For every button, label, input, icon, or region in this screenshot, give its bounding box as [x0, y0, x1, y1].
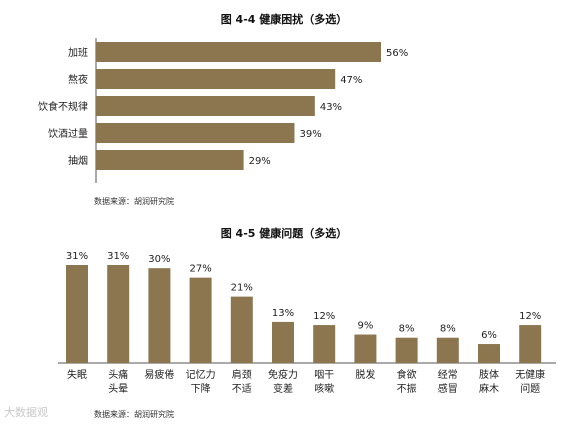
- chart2-category-label-3: 记忆力下降: [186, 368, 216, 395]
- chart2-category-label-10: 肢体麻木: [479, 368, 499, 395]
- chart2-value-label-11: 12%: [519, 311, 541, 322]
- chart2-category-label-4: 肩颈不适: [232, 368, 252, 395]
- watermark-logo: 大数据观: [4, 404, 48, 420]
- chart2-category-label-11: 无健康问题: [515, 368, 545, 395]
- chart2-value-label-10: 6%: [481, 330, 497, 341]
- chart2-category-label-9: 经常感冒: [438, 368, 458, 395]
- chart1-bar-3: [96, 123, 295, 143]
- chart2-bar-5: [272, 321, 294, 363]
- chart2-category-label-7: 脱发: [355, 368, 375, 381]
- chart2-source: 数据来源：胡润研究院: [94, 410, 174, 419]
- chart2-bar-0: [66, 265, 88, 363]
- chart2-value-label-9: 8%: [440, 324, 456, 335]
- chart1-category-label-2: 饮食不规律: [38, 100, 88, 113]
- chart1-category-label-1: 熬夜: [68, 73, 88, 86]
- chart2-bar-3: [189, 277, 212, 363]
- chart2-value-label-5: 13%: [272, 308, 294, 319]
- chart2-value-label-0: 31%: [66, 251, 88, 262]
- chart1-category-label-0: 加班: [68, 47, 88, 59]
- chart2-bar-4: [230, 296, 253, 363]
- chart1-bar-2: [96, 96, 315, 116]
- chart2-category-label-2: 易疲倦: [144, 368, 174, 381]
- chart2-value-label-7: 9%: [357, 321, 373, 332]
- chart1-value-label-3: 39%: [299, 129, 321, 140]
- watermark-text: 大数据观: [4, 406, 48, 419]
- chart1-title: 图 4-4 健康困扰（多选）: [220, 13, 348, 26]
- chart1-value-label-0: 56%: [386, 48, 408, 59]
- chart2-bar-10: [478, 344, 500, 363]
- chart1-value-label-4: 29%: [249, 156, 271, 167]
- chart2-value-label-8: 8%: [399, 324, 415, 335]
- chart2-category-label-8: 食欲不振: [397, 368, 417, 395]
- chart2-bar-8: [395, 337, 418, 363]
- chart1-bar-0: [96, 42, 381, 62]
- chart2-bar-7: [354, 334, 377, 363]
- chart1-value-label-1: 47%: [340, 75, 362, 86]
- chart1-value-label-2: 43%: [320, 102, 342, 113]
- chart1-source: 数据来源：胡润研究院: [94, 197, 174, 206]
- chart2-bar-9: [436, 337, 459, 363]
- chart2-bar-1: [107, 265, 130, 363]
- chart1-bar-1: [96, 69, 336, 89]
- chart1-category-label-4: 抽烟: [68, 154, 88, 167]
- chart2-category-label-6: 咽干咳嗽: [314, 369, 334, 395]
- chart2-value-label-6: 12%: [313, 311, 335, 322]
- chart2-category-label-5: 免疫力变差: [268, 368, 298, 395]
- chart1-bar-4: [96, 150, 244, 170]
- chart2-value-label-1: 31%: [107, 251, 129, 262]
- chart2-value-label-3: 27%: [189, 264, 211, 275]
- chart2-bar-11: [519, 325, 542, 363]
- chart2-bar-2: [148, 268, 171, 363]
- chart2-category-label-1: 头痛头晕: [108, 368, 128, 395]
- chart1-category-label-3: 饮酒过量: [48, 127, 88, 140]
- chart2-bar-6: [313, 325, 336, 363]
- chart2-value-label-2: 30%: [148, 254, 170, 265]
- chart2-category-label-0: 失眠: [67, 368, 87, 381]
- chart2-value-label-4: 21%: [231, 283, 253, 294]
- chart2-title: 图 4-5 健康问题（多选）: [220, 227, 348, 240]
